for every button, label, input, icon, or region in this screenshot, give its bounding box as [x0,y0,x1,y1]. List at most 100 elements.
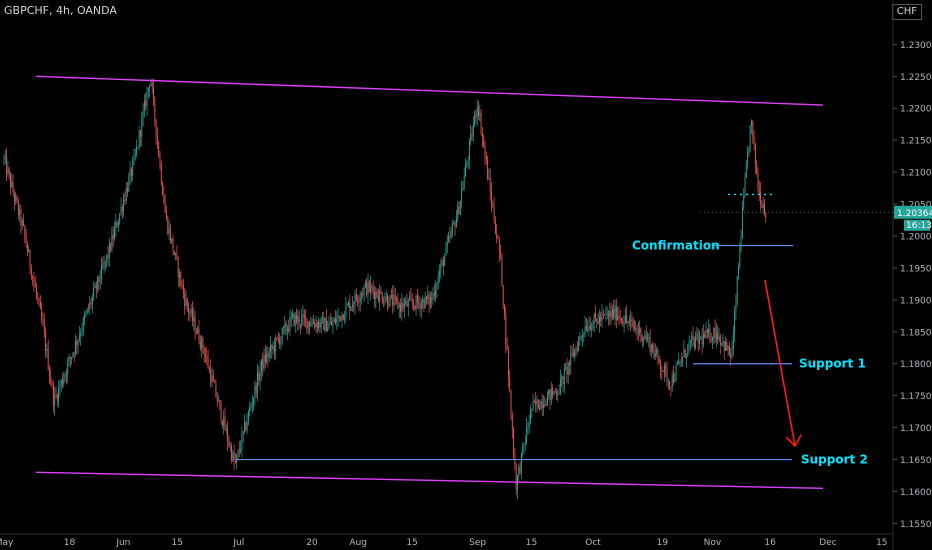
candle-body [236,454,238,463]
candle-body [224,416,226,430]
candle-body [402,302,404,309]
candle-body [193,316,195,321]
candle-body [745,163,747,178]
candle-body [202,337,204,350]
candle-body [636,328,638,332]
candle-body [292,313,294,317]
candle-body [753,136,755,144]
candle-body [346,304,348,306]
candle-body [59,386,61,388]
candle-body [504,304,505,314]
candle-body [544,404,546,406]
candle-body [618,315,620,319]
y-tick-label: 1.19000 [900,296,932,306]
candle-body [23,220,24,226]
candle-body [760,192,762,204]
candle-body [110,243,112,251]
candle-body [561,376,563,380]
y-tick-label: 1.22000 [900,105,932,115]
candle-body [357,299,359,302]
candle-body [322,317,323,319]
candle-body [419,302,421,309]
candle-body [696,333,698,336]
candle-body [491,191,492,205]
candle-body [99,279,101,283]
candle-body [749,125,751,149]
candle-body [507,350,509,378]
candle-body [614,305,616,318]
currency-badge[interactable]: CHF [891,4,922,20]
candle-body [738,266,739,277]
candle-body [569,362,570,365]
candle-body [400,304,401,312]
candle-body [169,228,171,242]
candle-body [123,199,125,212]
candle-body [591,328,593,331]
candle-body [56,395,58,401]
candle-body [368,281,370,292]
candle-body [621,318,622,321]
y-tick-label: 1.17500 [900,392,932,402]
candle-body [470,133,472,142]
candle-body [403,303,405,309]
candle-body [89,302,91,310]
candle-body [585,326,587,331]
candle-body [722,341,724,344]
candle-body [570,352,572,365]
candle-body [539,408,541,410]
candle-body [572,353,574,357]
candle-body [194,316,196,333]
candle-body [51,383,53,385]
candle-body [145,100,147,107]
candle-body [277,338,279,339]
candle-body [119,213,121,222]
candle-body [439,272,440,277]
x-tick-label: Aug [349,538,367,548]
candle-body [540,401,542,410]
candle-body [285,323,287,332]
candle-body [445,244,447,256]
candle-body [16,196,18,202]
candle-body [273,345,275,352]
candle-body [689,339,691,343]
candle-body [24,225,26,236]
candle-body [563,368,565,384]
candle-body [578,339,580,351]
candle-body [112,234,114,240]
candle-body [632,320,634,327]
candle-body [81,330,83,335]
candle-body [686,355,687,358]
candle-body [345,305,347,318]
candle-body [702,334,704,345]
candle-body [372,288,374,292]
candle-body [76,341,78,346]
candle-body [527,427,529,429]
candle-body [658,356,660,363]
candle-body [751,120,752,126]
candle-body [640,327,642,341]
candle-body [605,313,607,315]
candle-body [77,340,79,346]
candle-body [736,276,738,305]
candle-body [333,318,335,323]
candle-body [511,414,513,430]
candle-body [485,155,487,161]
candle-body [653,351,655,357]
candle-body [267,353,269,358]
candle-body [500,252,502,255]
candle-body [461,190,463,202]
support-1-label: Support 1 [799,357,866,371]
candle-body [84,316,86,319]
candle-body [130,168,132,176]
candle-body [624,315,626,323]
countdown-badge [904,219,930,231]
candle-body [571,352,573,354]
candle-body [260,359,262,372]
candle-body [548,389,550,395]
y-tick-label: 1.22500 [900,73,932,83]
candle-body [71,357,73,359]
candle-body [723,341,725,352]
candle-body [164,203,166,213]
